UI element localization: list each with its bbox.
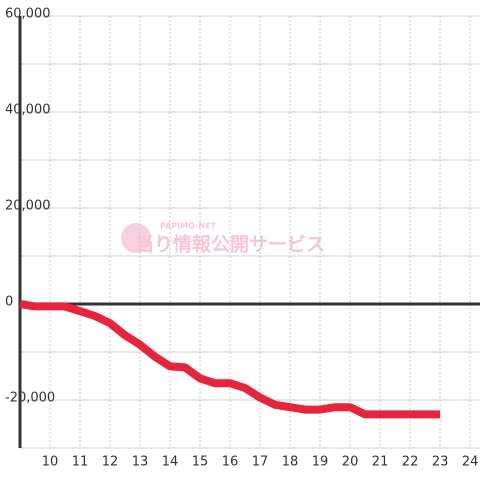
x-tick-label: 18 <box>282 455 299 470</box>
x-tick-label: 17 <box>252 455 269 470</box>
x-tick-label: 13 <box>132 455 149 470</box>
x-tick-label: 11 <box>72 455 89 470</box>
watermark-small: PAPIMO-NET <box>160 222 217 231</box>
x-tick-label: 21 <box>372 455 389 470</box>
x-tick-label: 14 <box>162 455 179 470</box>
y-tick-label: 0 <box>5 295 13 310</box>
data-line <box>19 300 441 419</box>
x-tick-label: 19 <box>312 455 329 470</box>
x-tick-label: 20 <box>342 455 359 470</box>
y-tick-label: 20,000 <box>5 199 51 214</box>
x-tick-label: 12 <box>102 455 119 470</box>
x-tick-label: 22 <box>402 455 419 470</box>
watermark-icon <box>121 223 151 253</box>
x-tick-label: 10 <box>42 455 59 470</box>
x-tick-label: 16 <box>222 455 239 470</box>
y-tick-label: -20,000 <box>5 391 55 406</box>
y-tick-label: 40,000 <box>5 103 51 118</box>
x-tick-label: 24 <box>462 455 479 470</box>
x-tick-label: 15 <box>192 455 209 470</box>
x-tick-label: 23 <box>432 455 449 470</box>
y-tick-label: 60,000 <box>5 7 51 22</box>
